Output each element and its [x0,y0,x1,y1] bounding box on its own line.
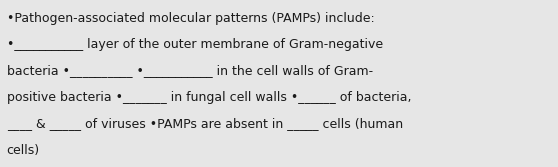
Text: cells): cells) [7,144,40,157]
Text: bacteria •__________ •___________ in the cell walls of Gram-: bacteria •__________ •___________ in the… [7,64,373,77]
Text: ____ & _____ of viruses •PAMPs are absent in _____ cells (human: ____ & _____ of viruses •PAMPs are absen… [7,117,403,130]
Text: positive bacteria •_______ in fungal cell walls •______ of bacteria,: positive bacteria •_______ in fungal cel… [7,91,411,104]
Text: •___________ layer of the outer membrane of Gram-negative: •___________ layer of the outer membrane… [7,38,383,51]
Text: •Pathogen-associated molecular patterns (PAMPs) include:: •Pathogen-associated molecular patterns … [7,12,374,25]
